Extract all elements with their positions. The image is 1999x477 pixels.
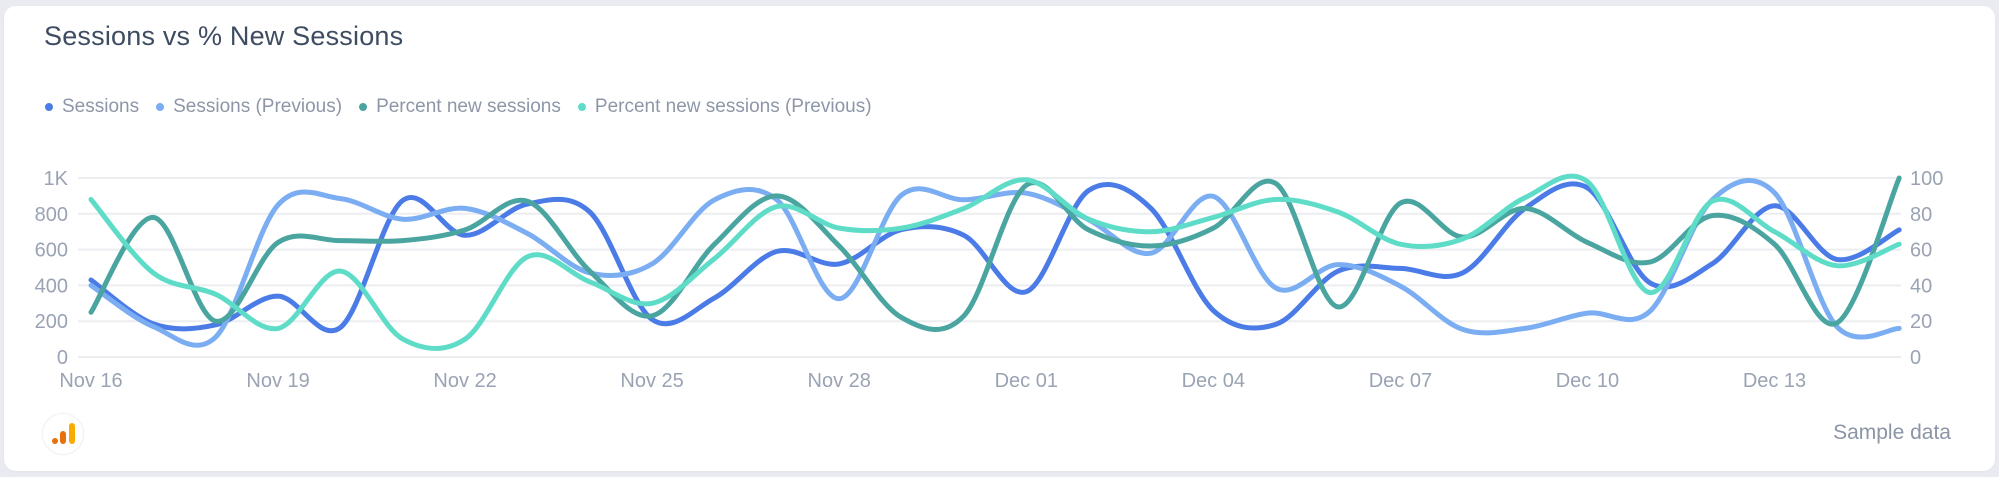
legend-ring-icon-percent-new-sessions [359,103,368,111]
series-line-sessions-previous[interactable] [88,178,1902,348]
chart-card: Sessions vs % New Sessions Sessions Sessi… [4,6,1995,471]
legend-label: Percent new sessions [376,96,561,117]
y-axis-right-label: 100 [1910,168,1943,190]
analytics-bar-small [51,438,58,444]
legend-ring-icon-sessions [45,103,53,111]
x-axis-label: Nov 19 [246,370,309,392]
analytics-bars [51,423,75,444]
y-axis-right-label: 80 [1910,204,1932,226]
y-axis-left-label: 800 [35,204,68,226]
legend-label: Sessions [62,96,140,117]
y-axis-left-label: 200 [35,311,68,333]
y-axis-right-label: 40 [1910,275,1932,297]
chart-title: Sessions vs % New Sessions [44,21,404,51]
x-axis-label: Nov 25 [620,370,683,392]
x-axis-label: Nov 16 [59,370,122,392]
chart-legend: Sessions Sessions (Previous) Percent new s… [45,96,872,118]
legend-item-percent-new-sessions[interactable]: Percent new sessions [359,96,561,118]
x-axis-label: Nov 28 [808,370,871,392]
x-axis-label: Nov 22 [433,370,496,392]
sample-data-label: Sample data [1833,421,1951,444]
x-axis-label: Dec 13 [1743,370,1806,392]
y-axis-right-label: 0 [1910,347,1921,369]
legend-label: Sessions (Previous) [173,96,343,117]
y-axis-right-label: 20 [1910,311,1932,333]
legend-item-sessions-previous[interactable]: Sessions (Previous) [156,96,342,118]
legend-ring-icon-sessions-previous [156,103,165,111]
y-axis-right-label: 60 [1910,240,1932,262]
legend-item-percent-new-sessions-previous[interactable]: Percent new sessions (Previous) [577,96,872,118]
y-axis-left-label: 400 [35,275,68,297]
x-axis-label: Dec 07 [1369,370,1432,392]
analytics-bar-tall [68,423,75,444]
y-axis-left-label: 1K [44,168,69,190]
legend-label: Percent new sessions (Previous) [594,96,872,117]
series-line-percent-new-sessions[interactable] [88,175,1902,332]
x-axis-label: Dec 10 [1556,370,1619,392]
y-axis-left-label: 0 [57,347,68,369]
legend-ring-icon-percent-new-sessions-previous [577,103,586,111]
series-line-percent-new-sessions-previous[interactable] [88,173,1902,351]
analytics-bar-medium [60,431,66,444]
google-analytics-icon[interactable] [42,413,84,455]
x-axis-label: Dec 04 [1182,370,1245,392]
x-axis-label: Dec 01 [995,370,1058,392]
legend-item-sessions[interactable]: Sessions [45,96,139,118]
y-axis-left-label: 600 [35,240,68,262]
